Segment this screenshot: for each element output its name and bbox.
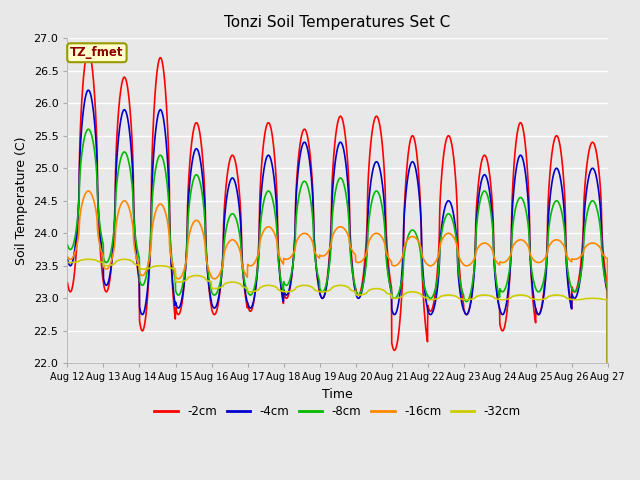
Line: -4cm: -4cm <box>67 90 608 480</box>
-8cm <box>572 289 579 295</box>
-8cm <box>495 291 502 297</box>
-32cm <box>84 256 92 262</box>
-8cm <box>214 287 222 292</box>
-8cm <box>353 291 361 297</box>
-4cm <box>63 256 71 262</box>
-32cm <box>365 288 373 293</box>
-16cm <box>84 188 92 194</box>
-8cm <box>63 242 71 248</box>
-16cm <box>556 238 564 244</box>
Title: Tonzi Soil Temperatures Set C: Tonzi Soil Temperatures Set C <box>225 15 451 30</box>
-32cm <box>63 260 71 265</box>
Line: -8cm: -8cm <box>67 129 608 480</box>
-2cm <box>365 163 373 168</box>
-4cm <box>495 302 502 308</box>
-4cm <box>556 174 564 180</box>
-8cm <box>556 204 564 209</box>
-8cm <box>365 217 373 223</box>
-2cm <box>214 300 222 306</box>
-32cm <box>556 292 564 298</box>
-32cm <box>353 292 361 298</box>
Text: TZ_fmet: TZ_fmet <box>70 46 124 59</box>
-2cm <box>63 280 71 286</box>
Line: -32cm: -32cm <box>67 259 608 480</box>
-32cm <box>214 285 222 291</box>
Legend: -2cm, -4cm, -8cm, -16cm, -32cm: -2cm, -4cm, -8cm, -16cm, -32cm <box>150 400 525 422</box>
-2cm <box>572 288 579 294</box>
Line: -16cm: -16cm <box>67 191 608 480</box>
-32cm <box>572 297 579 302</box>
-4cm <box>84 87 92 93</box>
Line: -2cm: -2cm <box>67 51 608 480</box>
-16cm <box>365 239 373 244</box>
X-axis label: Time: Time <box>322 388 353 401</box>
-2cm <box>495 300 502 306</box>
-2cm <box>353 291 361 297</box>
-4cm <box>214 296 222 301</box>
-16cm <box>495 261 502 267</box>
-16cm <box>214 273 222 279</box>
-16cm <box>63 254 71 260</box>
-16cm <box>572 256 579 262</box>
-8cm <box>84 126 92 132</box>
-16cm <box>353 260 361 265</box>
-2cm <box>84 48 92 54</box>
-32cm <box>495 297 502 302</box>
-4cm <box>572 295 579 301</box>
-4cm <box>365 197 373 203</box>
Y-axis label: Soil Temperature (C): Soil Temperature (C) <box>15 136 28 265</box>
-4cm <box>353 294 361 300</box>
-2cm <box>556 144 564 149</box>
